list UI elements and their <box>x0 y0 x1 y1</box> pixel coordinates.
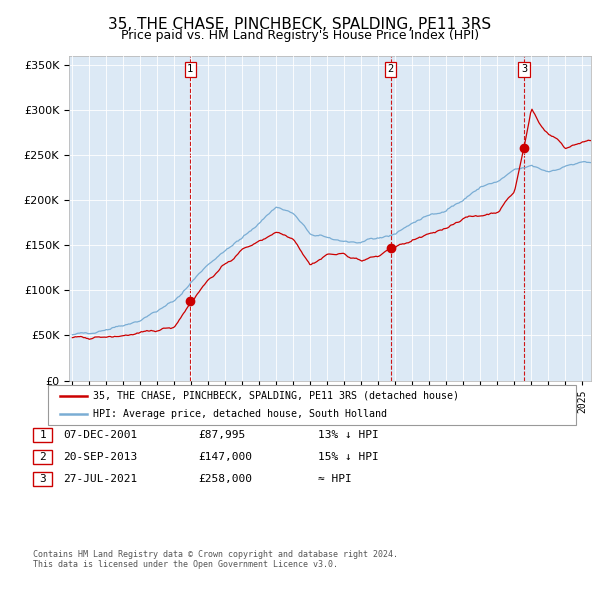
Text: 20-SEP-2013: 20-SEP-2013 <box>63 453 137 462</box>
Text: 07-DEC-2001: 07-DEC-2001 <box>63 430 137 440</box>
Text: £87,995: £87,995 <box>198 430 245 440</box>
Text: HPI: Average price, detached house, South Holland: HPI: Average price, detached house, Sout… <box>93 408 387 418</box>
Text: 35, THE CHASE, PINCHBECK, SPALDING, PE11 3RS (detached house): 35, THE CHASE, PINCHBECK, SPALDING, PE11… <box>93 391 459 401</box>
Text: 3: 3 <box>39 474 46 484</box>
Text: £147,000: £147,000 <box>198 453 252 462</box>
Text: Price paid vs. HM Land Registry's House Price Index (HPI): Price paid vs. HM Land Registry's House … <box>121 30 479 42</box>
Text: £258,000: £258,000 <box>198 474 252 484</box>
Text: 13% ↓ HPI: 13% ↓ HPI <box>318 430 379 440</box>
Text: Contains HM Land Registry data © Crown copyright and database right 2024.
This d: Contains HM Land Registry data © Crown c… <box>33 550 398 569</box>
Text: 3: 3 <box>521 64 527 74</box>
Text: 1: 1 <box>187 64 193 74</box>
Text: ≈ HPI: ≈ HPI <box>318 474 352 484</box>
Text: 15% ↓ HPI: 15% ↓ HPI <box>318 453 379 462</box>
Text: 27-JUL-2021: 27-JUL-2021 <box>63 474 137 484</box>
Text: 35, THE CHASE, PINCHBECK, SPALDING, PE11 3RS: 35, THE CHASE, PINCHBECK, SPALDING, PE11… <box>109 17 491 31</box>
Text: 2: 2 <box>39 453 46 462</box>
Text: 2: 2 <box>388 64 394 74</box>
Text: 1: 1 <box>39 430 46 440</box>
